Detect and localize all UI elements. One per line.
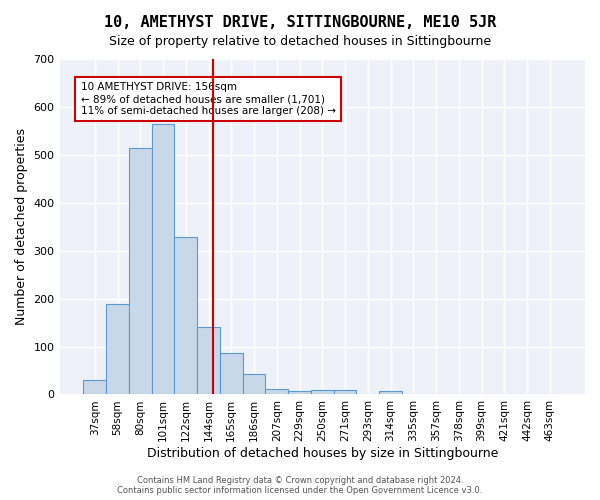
Bar <box>106 304 129 394</box>
Text: 10, AMETHYST DRIVE, SITTINGBOURNE, ME10 5JR: 10, AMETHYST DRIVE, SITTINGBOURNE, ME10 … <box>104 15 496 30</box>
X-axis label: Distribution of detached houses by size in Sittingbourne: Distribution of detached houses by size … <box>146 447 498 460</box>
Text: Size of property relative to detached houses in Sittingbourne: Size of property relative to detached ho… <box>109 35 491 48</box>
Bar <box>242 374 265 394</box>
Bar <box>152 124 175 394</box>
Bar <box>311 390 334 394</box>
Bar <box>265 388 288 394</box>
Bar <box>175 238 197 394</box>
Bar <box>288 390 311 394</box>
Bar <box>83 380 106 394</box>
Y-axis label: Number of detached properties: Number of detached properties <box>15 128 28 325</box>
Text: 10 AMETHYST DRIVE: 156sqm
← 89% of detached houses are smaller (1,701)
11% of se: 10 AMETHYST DRIVE: 156sqm ← 89% of detac… <box>80 82 335 116</box>
Bar <box>379 390 402 394</box>
Bar <box>334 390 356 394</box>
Bar <box>220 353 242 395</box>
Bar <box>129 148 152 394</box>
Bar <box>197 328 220 394</box>
Text: Contains HM Land Registry data © Crown copyright and database right 2024.
Contai: Contains HM Land Registry data © Crown c… <box>118 476 482 495</box>
